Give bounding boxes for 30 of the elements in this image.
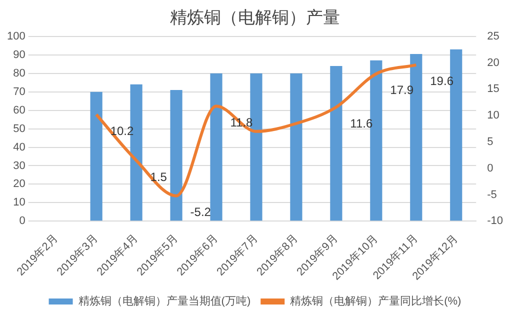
- legend-label: 精炼铜（电解铜）产量同比增长(%): [290, 294, 462, 308]
- y-tick-label: 60: [13, 104, 26, 116]
- y-tick-label: 40: [13, 141, 26, 154]
- y2-tick-label: 10: [487, 110, 500, 122]
- y-tick-label: 100: [6, 30, 26, 42]
- bar: [170, 90, 182, 221]
- y-tick-label: 10: [13, 196, 26, 209]
- y2-tick-label: 15: [487, 83, 500, 96]
- y-tick-label: 80: [13, 67, 26, 80]
- y2-tick-label: 0: [487, 162, 494, 174]
- y-tick-label: 0: [19, 215, 26, 228]
- y2-tick-label: 25: [487, 30, 500, 42]
- chart-title: 精炼铜（电解铜）产量: [170, 8, 340, 27]
- bar: [330, 66, 342, 221]
- data-label: 1.5: [150, 170, 168, 184]
- y2-tick-label: 20: [487, 56, 500, 69]
- data-label: -5.2: [190, 205, 212, 220]
- y-tick-label: 20: [13, 178, 26, 190]
- y2-tick-label: -10: [487, 215, 504, 228]
- line-series: [94, 63, 418, 198]
- y-tick-label: 30: [13, 160, 26, 172]
- bar: [290, 73, 302, 221]
- legend-label: 精炼铜（电解铜）产量当期值(万吨): [78, 294, 251, 308]
- y-tick-label: 70: [13, 86, 26, 98]
- y2-tick-label: -5: [487, 188, 497, 201]
- y-tick-label: 90: [13, 48, 26, 61]
- bar: [90, 92, 102, 221]
- y-tick-label: 50: [13, 122, 26, 135]
- y2-tick-label: 5: [487, 136, 494, 148]
- bar: [210, 73, 222, 221]
